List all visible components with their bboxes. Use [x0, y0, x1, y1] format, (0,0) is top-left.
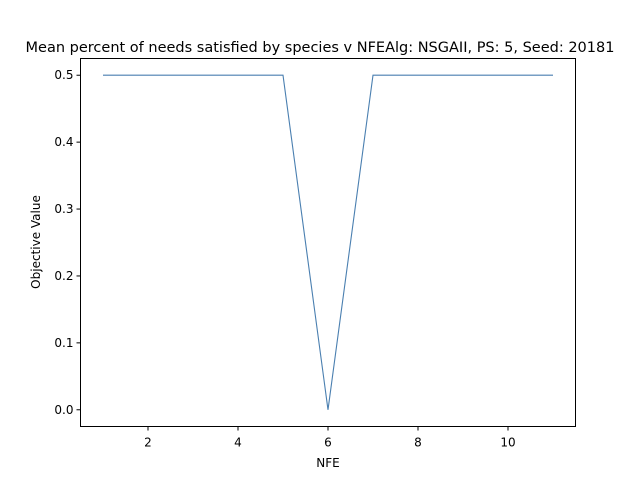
y-tick-label: 0.2 [54, 269, 73, 283]
x-tick-label: 10 [500, 436, 515, 450]
x-tick-label: 6 [324, 436, 332, 450]
y-tick-label: 0.5 [54, 68, 73, 82]
x-axis-label: NFE [316, 456, 339, 470]
plot-area [80, 58, 576, 427]
chart-title: Mean percent of needs satisfied by speci… [26, 40, 615, 56]
y-tick-label: 0.0 [54, 403, 73, 417]
series-line [103, 74, 553, 410]
x-tick-label: 4 [234, 436, 242, 450]
y-tick-label: 0.3 [54, 202, 73, 216]
x-axis: 2 4 6 8 10 [144, 426, 516, 450]
series-layer [103, 74, 553, 410]
y-tick-label: 0.4 [54, 135, 73, 149]
y-axis: 0.0 0.1 0.2 0.3 0.4 0.5 [54, 68, 81, 417]
y-axis-label: Objective Value [29, 195, 43, 289]
x-tick-label: 2 [144, 436, 152, 450]
x-tick-label: 8 [414, 436, 422, 450]
y-tick-label: 0.1 [54, 336, 73, 350]
